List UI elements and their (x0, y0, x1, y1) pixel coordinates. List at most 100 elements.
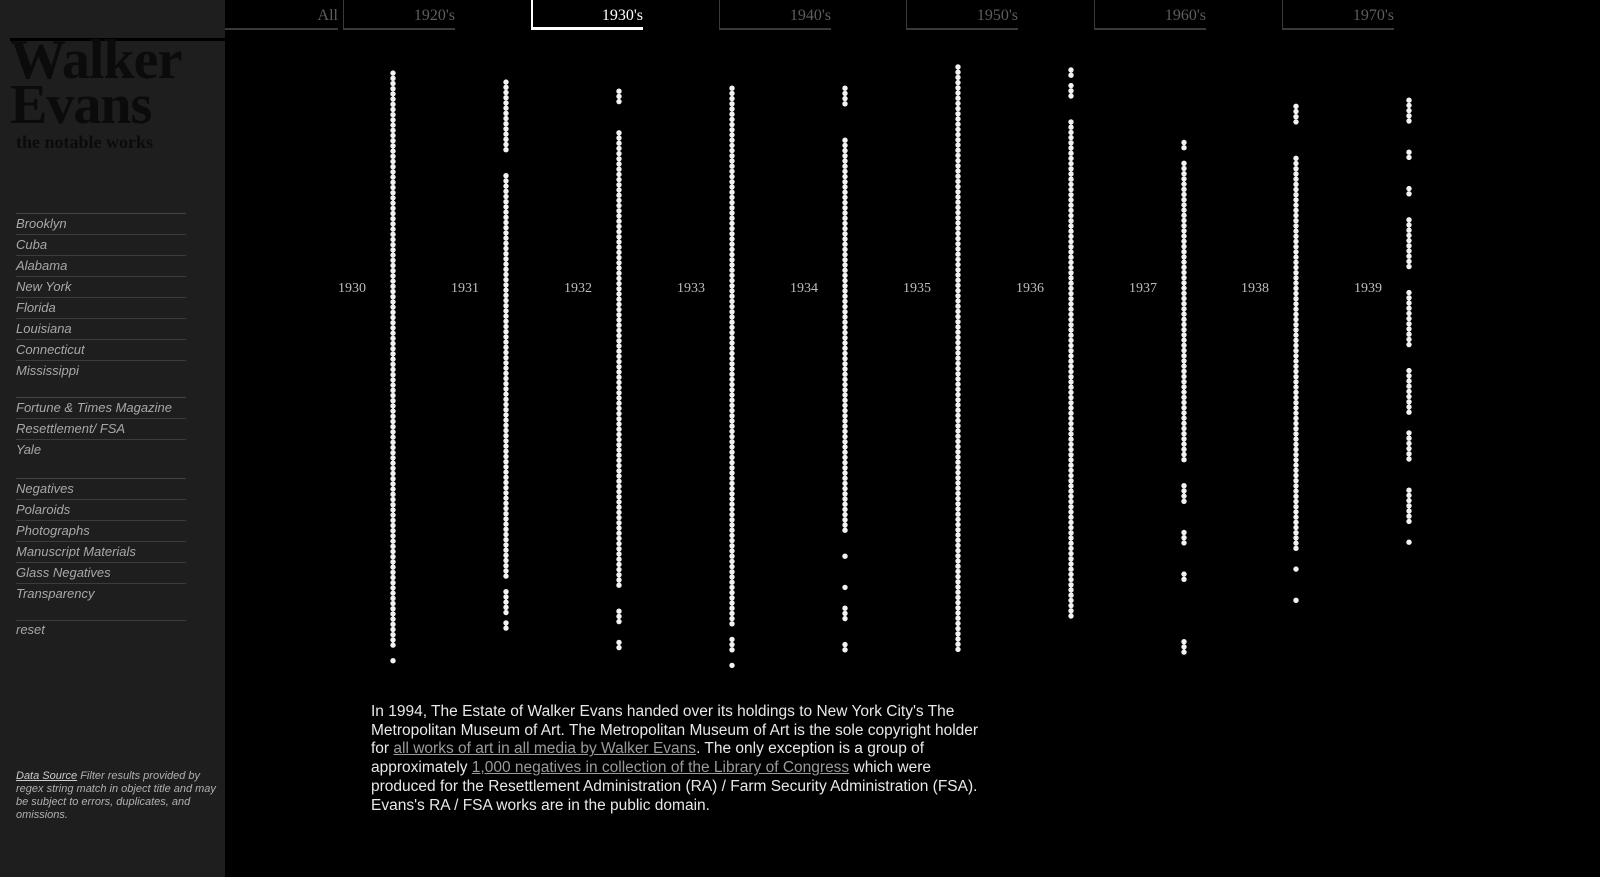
work-dot-1931-31[interactable] (503, 261, 509, 267)
work-dot-1930-49[interactable] (390, 325, 396, 331)
work-dot-1934-38[interactable] (842, 314, 848, 320)
work-dot-1936-83[interactable] (1068, 524, 1074, 531)
work-dot-1931-20[interactable] (503, 204, 509, 210)
work-dot-1931-89[interactable] (503, 563, 509, 569)
work-dot-1939-47[interactable] (1406, 497, 1412, 504)
work-dot-1935-31[interactable] (955, 225, 961, 231)
work-dot-1933-37[interactable] (729, 277, 735, 284)
work-dot-1932-29[interactable] (616, 265, 622, 271)
work-dot-1932-16[interactable] (616, 197, 622, 204)
work-dot-1938-24[interactable] (1293, 259, 1299, 265)
work-dot-1936-68[interactable] (1068, 446, 1074, 453)
decade-tab-all[interactable]: All (225, 0, 338, 30)
work-dot-1932-34[interactable] (616, 291, 622, 297)
work-dot-1932-76[interactable] (616, 509, 622, 516)
work-dot-1933-74[interactable] (729, 470, 735, 476)
work-dot-1938-17[interactable] (1293, 223, 1299, 229)
work-dot-1934-62[interactable] (842, 439, 848, 445)
work-dot-1934-40[interactable] (842, 324, 848, 331)
work-dot-1931-45[interactable] (503, 334, 509, 340)
work-dot-1932-93[interactable] (616, 618, 622, 625)
work-dot-1935-20[interactable] (955, 168, 961, 174)
work-dot-1930-23[interactable] (390, 190, 396, 196)
work-dot-1930-13[interactable] (390, 138, 396, 144)
work-dot-1938-46[interactable] (1293, 374, 1299, 380)
work-dot-1934-30[interactable] (842, 272, 848, 279)
work-dot-1932-46[interactable] (616, 353, 622, 360)
work-dot-1932-55[interactable] (616, 400, 622, 406)
work-dot-1938-2[interactable] (1293, 114, 1299, 120)
work-dot-1937-11[interactable] (1181, 207, 1187, 213)
work-dot-1934-82[interactable] (842, 605, 848, 611)
work-dot-1931-15[interactable] (503, 178, 509, 184)
work-dot-1933-99[interactable] (729, 600, 735, 606)
work-dot-1930-83[interactable] (390, 502, 396, 508)
work-dot-1932-88[interactable] (616, 572, 622, 578)
work-dot-1933-55[interactable] (729, 371, 735, 377)
work-dot-1937-22[interactable] (1181, 264, 1187, 270)
work-dot-1938-59[interactable] (1293, 441, 1299, 447)
work-dot-1930-66[interactable] (390, 413, 396, 419)
work-dot-1935-29[interactable] (955, 215, 961, 221)
work-dot-1936-92[interactable] (1068, 571, 1074, 578)
work-dot-1936-39[interactable] (1068, 296, 1074, 302)
work-dot-1937-20[interactable] (1181, 254, 1187, 260)
work-dot-1930-9[interactable] (390, 117, 396, 123)
decade-tab-1960-s[interactable]: 1960's (1094, 0, 1206, 30)
work-dot-1935-112[interactable] (955, 646, 961, 653)
work-dot-1935-33[interactable] (955, 235, 961, 242)
work-dot-1931-19[interactable] (503, 199, 509, 205)
work-dot-1931-46[interactable] (503, 339, 509, 345)
work-dot-1934-77[interactable] (842, 517, 848, 523)
work-dot-1939-49[interactable] (1406, 508, 1412, 514)
work-dot-1939-22[interactable] (1406, 305, 1412, 311)
work-dot-1935-14[interactable] (955, 137, 961, 143)
work-dot-1934-47[interactable] (842, 361, 848, 367)
work-dot-1931-77[interactable] (503, 500, 509, 506)
work-dot-1932-35[interactable] (616, 296, 622, 302)
work-dot-1930-18[interactable] (390, 164, 396, 170)
work-dot-1938-55[interactable] (1293, 420, 1299, 427)
work-dot-1937-39[interactable] (1181, 353, 1187, 359)
work-dot-1935-107[interactable] (955, 620, 961, 627)
work-dot-1935-95[interactable] (955, 558, 961, 564)
work-dot-1933-78[interactable] (729, 491, 735, 497)
work-dot-1937-70[interactable] (1181, 644, 1187, 650)
work-dot-1934-45[interactable] (842, 350, 848, 357)
work-dot-1935-41[interactable] (955, 277, 961, 283)
work-dot-1934-1[interactable] (842, 90, 848, 97)
work-dot-1935-36[interactable] (955, 251, 961, 257)
work-dot-1933-106[interactable] (729, 647, 735, 653)
work-dot-1930-43[interactable] (390, 294, 396, 300)
work-dot-1931-40[interactable] (503, 308, 509, 314)
work-dot-1934-58[interactable] (842, 418, 848, 424)
work-dot-1934-43[interactable] (842, 340, 848, 346)
work-dot-1930-3[interactable] (390, 86, 396, 92)
work-dot-1931-44[interactable] (503, 329, 509, 335)
work-dot-1931-90[interactable] (503, 568, 509, 574)
work-dot-1933-25[interactable] (729, 215, 735, 221)
work-dot-1935-97[interactable] (955, 568, 961, 575)
work-dot-1933-28[interactable] (729, 231, 735, 237)
work-dot-1935-104[interactable] (955, 605, 961, 611)
work-dot-1932-85[interactable] (616, 556, 622, 562)
work-dot-1938-56[interactable] (1293, 426, 1299, 432)
work-dot-1931-87[interactable] (503, 552, 509, 558)
work-dot-1933-60[interactable] (729, 397, 735, 403)
work-dot-1936-67[interactable] (1068, 441, 1074, 448)
work-dot-1932-50[interactable] (616, 374, 622, 380)
work-dot-1930-57[interactable] (390, 366, 396, 373)
work-dot-1939-23[interactable] (1406, 310, 1412, 317)
work-dot-1939-18[interactable] (1406, 263, 1412, 270)
work-dot-1936-34[interactable] (1068, 270, 1074, 276)
work-dot-1930-39[interactable] (390, 273, 396, 279)
work-dot-1930-30[interactable] (390, 226, 396, 232)
work-dot-1938-32[interactable] (1293, 301, 1299, 307)
work-dot-1931-42[interactable] (503, 318, 509, 324)
work-dot-1933-15[interactable] (729, 163, 735, 169)
work-dot-1933-51[interactable] (729, 350, 735, 357)
work-dot-1932-92[interactable] (616, 613, 622, 620)
work-dot-1932-72[interactable] (616, 488, 622, 495)
work-dot-1931-1[interactable] (503, 84, 509, 91)
work-dot-1932-73[interactable] (616, 494, 622, 500)
